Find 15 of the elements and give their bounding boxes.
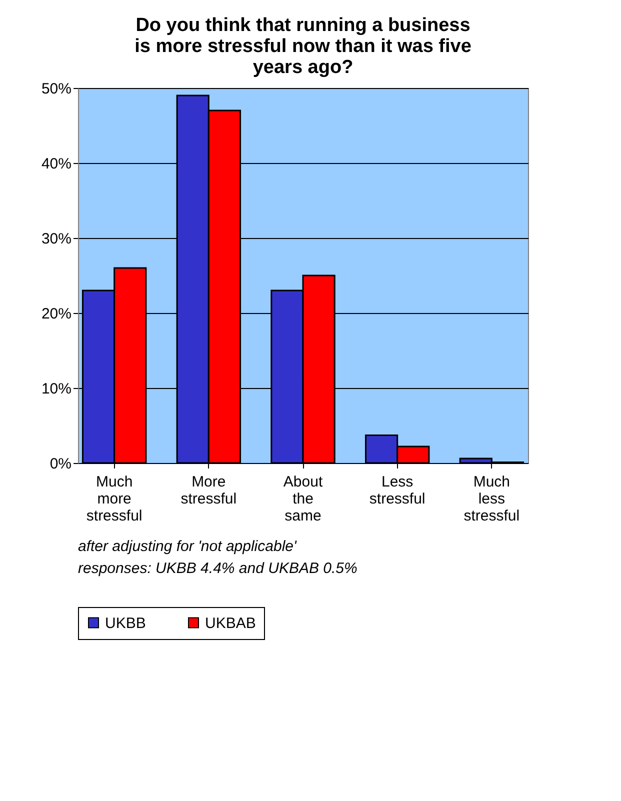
x-tick-label: Less stressful xyxy=(369,474,426,508)
y-tick-label: 50% xyxy=(41,80,72,98)
text: after adjusting for 'not applicable' responses: UKBB 4.4% and UKBAB 0.5% xyxy=(78,538,358,577)
y-tick-label: 40% xyxy=(41,156,72,172)
y-tick-label: 20% xyxy=(41,306,72,322)
x-tick-label: Much more stressful xyxy=(86,474,142,524)
x-tick-label: About the same xyxy=(283,474,324,524)
x-tick-label: Much less stressful xyxy=(464,474,520,524)
legend-label: UKBAB xyxy=(205,614,256,632)
x-tick-label: More stressful xyxy=(180,474,237,508)
chart-title: Do you think that running a business is more stressful now than it was five years ago? xyxy=(134,15,472,78)
y-tick-label: 10% xyxy=(41,380,72,398)
y-tick-label: 0% xyxy=(50,456,72,472)
y-tick-label: 30% xyxy=(41,230,72,248)
legend-label: UKBB xyxy=(105,614,146,632)
